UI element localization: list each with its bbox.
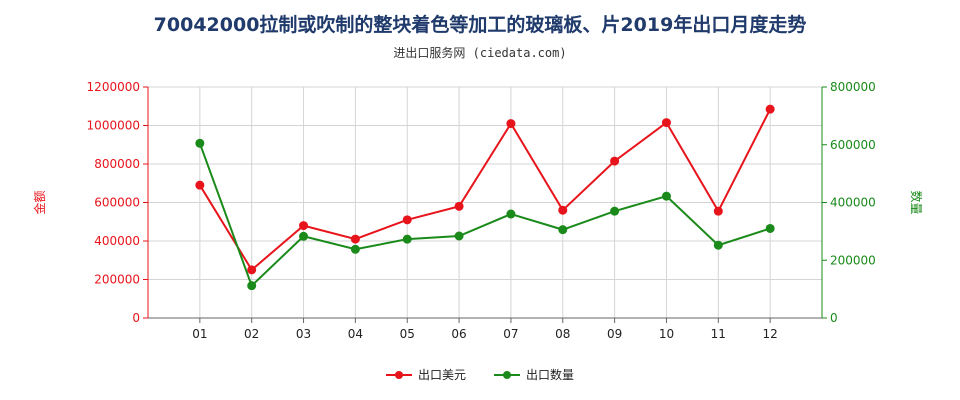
chart-subtitle: 进出口服务网 (ciedata.com) (393, 46, 567, 60)
x-tick-label: 01 (192, 327, 207, 341)
series-0-point (454, 201, 464, 211)
left-axis-title: 金额 (32, 190, 47, 214)
series-1-point (610, 206, 620, 216)
right-tick-label: 0 (830, 311, 838, 325)
legend-swatch-green (494, 369, 520, 381)
series-0-point (558, 205, 568, 215)
series-0-point (195, 180, 205, 190)
series-0-point (610, 156, 620, 166)
series-0-point (661, 118, 671, 128)
x-tick-label: 10 (659, 327, 674, 341)
x-tick-label: 11 (711, 327, 726, 341)
legend-item-export-qty[interactable]: 出口数量 (494, 366, 574, 383)
left-tick-label: 800000 (94, 157, 140, 171)
legend-item-export-usd[interactable]: 出口美元 (385, 366, 466, 383)
series-1-point (195, 138, 205, 148)
right-tick-label: 200000 (830, 253, 876, 267)
series-0-point (402, 215, 412, 225)
series-1-point (350, 244, 360, 254)
left-tick-label: 0 (132, 311, 140, 325)
left-tick-label: 200000 (94, 273, 140, 287)
series-0-point (350, 234, 360, 244)
x-tick-label: 04 (348, 327, 363, 341)
legend-label-export-qty: 出口数量 (526, 368, 575, 382)
right-axis-title: 数量 (909, 190, 924, 214)
series-0-point (247, 265, 257, 275)
legend-swatch-red (385, 369, 412, 381)
series-1-point (402, 234, 412, 244)
x-tick-label: 06 (451, 327, 466, 341)
legend: 出口美元 出口数量 (0, 366, 960, 383)
series-0-point (713, 206, 723, 216)
series-1-point (765, 223, 775, 233)
x-tick-label: 07 (503, 327, 518, 341)
x-tick-label: 05 (400, 327, 415, 341)
legend-label-export-usd: 出口美元 (417, 368, 466, 382)
left-tick-label: 400000 (94, 234, 140, 248)
x-tick-label: 12 (763, 327, 778, 341)
series-1-point (454, 231, 464, 241)
series-1-point (247, 281, 257, 291)
x-tick-label: 09 (607, 327, 622, 341)
x-tick-label: 08 (555, 327, 570, 341)
series-1-point (558, 225, 568, 235)
series-0-point (765, 104, 775, 114)
series-line-0 (198, 108, 772, 272)
right-tick-label: 800000 (830, 80, 876, 94)
series-1-point (299, 231, 309, 241)
left-tick-label: 1000000 (87, 119, 140, 133)
right-tick-label: 600000 (830, 138, 876, 152)
x-tick-label: 03 (296, 327, 311, 341)
series-1-point (506, 209, 516, 219)
x-tick-label: 02 (244, 327, 259, 341)
series-0-point (299, 221, 309, 231)
series-0-point (506, 119, 516, 129)
series-1-point (713, 240, 723, 250)
left-tick-label: 600000 (94, 196, 140, 210)
right-tick-label: 400000 (830, 196, 876, 210)
chart-title: 70042000拉制或吹制的整块着色等加工的玻璃板、片2019年出口月度走势 (153, 14, 807, 36)
series-line-1 (198, 142, 771, 288)
left-tick-label: 1200000 (87, 80, 140, 94)
series-1-point (661, 191, 671, 201)
